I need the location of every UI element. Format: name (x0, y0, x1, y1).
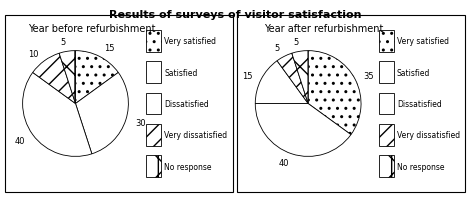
Wedge shape (255, 104, 351, 157)
Text: No response: No response (164, 162, 212, 171)
Wedge shape (59, 51, 76, 104)
Text: 10: 10 (28, 49, 39, 58)
Text: Dissatisfied: Dissatisfied (164, 100, 209, 108)
Text: Very satisfied: Very satisfied (397, 37, 449, 46)
Wedge shape (76, 73, 128, 154)
Text: 5: 5 (61, 38, 66, 47)
Text: Very satisfied: Very satisfied (164, 37, 216, 46)
FancyBboxPatch shape (146, 155, 161, 177)
Text: 15: 15 (104, 44, 114, 53)
Wedge shape (308, 51, 361, 135)
Text: 5: 5 (274, 44, 280, 53)
Wedge shape (255, 61, 308, 104)
Text: Results of surveys of visitor satisfaction: Results of surveys of visitor satisfacti… (109, 10, 361, 20)
Text: Very dissatisfied: Very dissatisfied (397, 131, 460, 140)
FancyBboxPatch shape (379, 62, 394, 84)
Text: 30: 30 (135, 119, 146, 128)
Text: Satisfied: Satisfied (164, 68, 198, 77)
Text: 35: 35 (364, 71, 375, 80)
FancyBboxPatch shape (146, 124, 161, 146)
FancyBboxPatch shape (379, 155, 394, 177)
FancyBboxPatch shape (146, 31, 161, 53)
Text: Satisfied: Satisfied (397, 68, 431, 77)
Text: Very dissatisfied: Very dissatisfied (164, 131, 227, 140)
FancyBboxPatch shape (379, 93, 394, 115)
Text: 40: 40 (278, 159, 289, 168)
FancyBboxPatch shape (379, 31, 394, 53)
Wedge shape (23, 73, 92, 157)
FancyBboxPatch shape (146, 93, 161, 115)
Text: 40: 40 (15, 136, 25, 145)
Text: 15: 15 (242, 71, 252, 80)
Wedge shape (277, 54, 308, 104)
FancyBboxPatch shape (146, 62, 161, 84)
FancyBboxPatch shape (379, 124, 394, 146)
Text: Year after refurbishment: Year after refurbishment (264, 24, 384, 34)
Wedge shape (292, 51, 308, 104)
Text: No response: No response (397, 162, 445, 171)
Text: Dissatisfied: Dissatisfied (397, 100, 442, 108)
Wedge shape (76, 51, 118, 104)
Text: Year before refurbishment: Year before refurbishment (28, 24, 155, 34)
Wedge shape (33, 54, 76, 104)
Text: 5: 5 (293, 38, 298, 47)
